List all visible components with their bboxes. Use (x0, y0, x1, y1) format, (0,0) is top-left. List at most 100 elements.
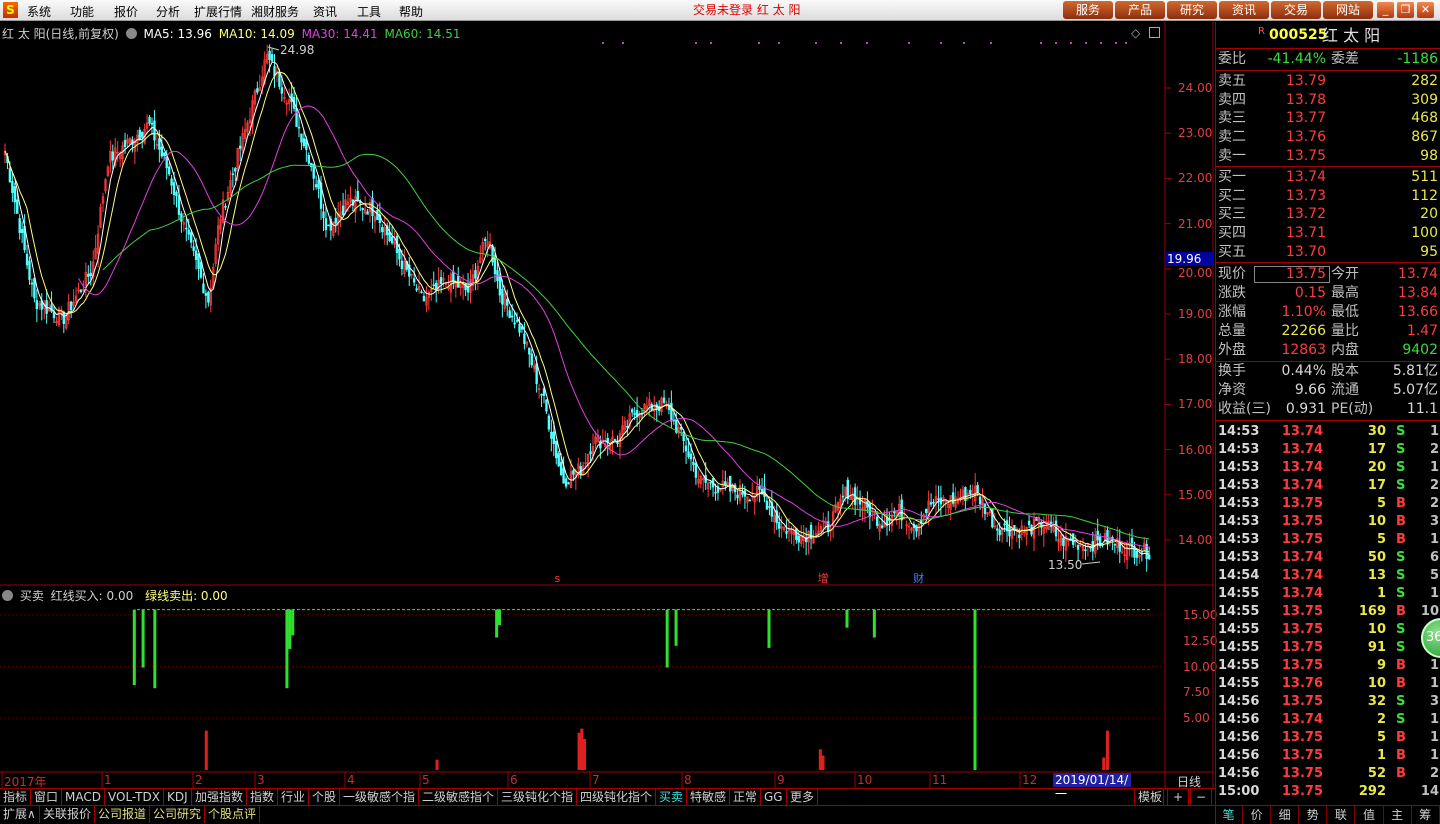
stat-label: 涨跌 (1218, 285, 1246, 301)
level-price[interactable]: 13.73 (1285, 187, 1326, 204)
price-tick: 18.00 (1178, 352, 1213, 367)
indicator-tab[interactable]: 四级钝化指个 (577, 789, 657, 806)
side-tab[interactable]: 势 (1299, 806, 1328, 824)
indicator-tab[interactable]: VOL-TDX (105, 789, 164, 806)
top-button[interactable]: 资讯 (1219, 1, 1269, 19)
panel-toggle-icon[interactable] (1149, 27, 1160, 38)
minimize-icon[interactable]: _ (1377, 2, 1394, 18)
level-price[interactable]: 13.77 (1285, 110, 1326, 127)
candle-body (69, 301, 73, 311)
indicator-tab[interactable]: 买卖 (656, 789, 688, 806)
tick-time: 14:56 (1218, 766, 1260, 781)
side-tab[interactable]: 联 (1327, 806, 1356, 824)
menu-item[interactable]: 报价 (114, 5, 139, 19)
indicator-tab[interactable]: 个股 (309, 789, 341, 806)
indicator-tab[interactable]: 三级钝化个指 (498, 789, 578, 806)
kline-chart[interactable]: 24.98 13.50 s 增 财 (0, 22, 1215, 788)
menu-item[interactable]: 系统 (27, 5, 52, 19)
level-volume: 100 (1411, 225, 1438, 242)
side-tab[interactable]: 主 (1384, 806, 1412, 824)
indicator-tab[interactable]: 正常 (730, 789, 762, 806)
candle-body (18, 218, 21, 234)
tick-count: 3 (1429, 694, 1439, 709)
level-price[interactable]: 13.70 (1285, 243, 1326, 260)
menu-item[interactable]: 帮助 (399, 5, 424, 19)
indicator-tab[interactable]: 特敏感 (687, 789, 731, 806)
candle-body (224, 205, 227, 208)
close-icon[interactable]: ✕ (1417, 2, 1434, 18)
plus-button[interactable]: + (1167, 789, 1189, 806)
stat-label: 量比 (1331, 323, 1359, 339)
period-button[interactable]: 日线 (1176, 775, 1201, 789)
tick-time: 14:53 (1218, 478, 1260, 493)
side-tab[interactable]: 笔 (1215, 806, 1243, 824)
top-button[interactable]: 研究 (1167, 1, 1217, 19)
event-dot (840, 42, 842, 44)
side-tab[interactable]: 值 (1356, 806, 1384, 824)
indicator-tab[interactable]: 一级敏感个指 (340, 789, 420, 806)
side-tab[interactable]: 细 (1271, 806, 1300, 824)
indicator-tab[interactable]: 窗口 (31, 789, 63, 806)
level-price[interactable]: 13.75 (1285, 147, 1326, 164)
candle-body (371, 197, 374, 217)
candle-body (420, 291, 423, 293)
tick-row: 15:00 13.75 292 14 (1216, 783, 1440, 801)
diamond-icon[interactable]: ◇ (1131, 26, 1141, 40)
extension-tab[interactable]: 个股点评 (205, 806, 261, 823)
candle-body (993, 525, 997, 528)
top-button[interactable]: 产品 (1115, 1, 1165, 19)
tick-side: B (1396, 514, 1406, 529)
level-price[interactable]: 13.78 (1285, 91, 1326, 108)
indicator-tab[interactable]: KDJ (164, 789, 192, 806)
indicator-tab[interactable]: MACD (62, 789, 105, 806)
template-button[interactable]: 模板 (1134, 789, 1164, 806)
stock-title: 红 太 阳(日线,前复权) (2, 27, 119, 41)
indicator-tab[interactable]: 指数 (247, 789, 279, 806)
extension-tab[interactable]: 关联报价 (40, 806, 96, 823)
extension-tab[interactable]: 公司研究 (150, 806, 206, 823)
menu-item[interactable]: 湘财服务 (251, 5, 300, 19)
side-tab[interactable]: 价 (1243, 806, 1272, 824)
level-price[interactable]: 13.76 (1285, 129, 1326, 146)
indicator-tab[interactable]: 加强指数 (192, 789, 248, 806)
candle-body (954, 496, 957, 508)
level-price[interactable]: 13.79 (1285, 73, 1326, 89)
candle-body (172, 182, 176, 196)
top-button[interactable]: 网站 (1323, 1, 1373, 19)
indicator-tab[interactable]: 指标 (0, 789, 32, 806)
candle-body (432, 284, 435, 286)
top-button[interactable]: 交易 (1271, 1, 1321, 19)
candle-body (804, 537, 808, 543)
indicator-tab[interactable]: GG (761, 789, 787, 806)
indicator-options-icon[interactable] (2, 590, 13, 601)
level-price[interactable]: 13.71 (1285, 225, 1326, 242)
side-tab[interactable]: 筹 (1412, 806, 1440, 824)
menu-item[interactable]: 分析 (156, 5, 181, 19)
indicator-tab[interactable]: 行业 (278, 789, 310, 806)
menu-item[interactable]: 工具 (357, 5, 382, 19)
stat-row: 现价 13.75 今开 13.74 (1216, 265, 1440, 284)
indicator-tab[interactable]: 二级敏感指个 (419, 789, 499, 806)
level-volume: 511 (1411, 169, 1438, 185)
menu-item[interactable]: 功能 (70, 5, 95, 19)
top-button[interactable]: 服务 (1063, 1, 1113, 19)
chart-options-icon[interactable] (125, 28, 137, 39)
tick-price: 13.74 (1281, 442, 1323, 457)
candle-body (875, 516, 879, 526)
menu-item[interactable]: 资讯 (313, 5, 338, 19)
candle-body (1025, 526, 1028, 536)
x-axis-label: 8 (684, 773, 692, 787)
menu-item[interactable]: 扩展行情 (194, 5, 243, 19)
sell-signal-bar (767, 609, 771, 648)
candle-body (234, 168, 237, 172)
extension-tab[interactable]: 扩展∧ (0, 806, 40, 823)
level-price[interactable]: 13.74 (1285, 169, 1326, 185)
candle-body (755, 486, 759, 497)
level-label: 卖一 (1218, 147, 1246, 164)
x-axis-label: 2 (195, 773, 203, 787)
extension-tab[interactable]: 公司报道 (95, 806, 151, 823)
indicator-tab[interactable]: 更多 (787, 789, 819, 806)
minus-button[interactable]: − (1190, 789, 1212, 806)
level-price[interactable]: 13.72 (1285, 206, 1326, 223)
restore-icon[interactable]: ❐ (1397, 2, 1414, 18)
